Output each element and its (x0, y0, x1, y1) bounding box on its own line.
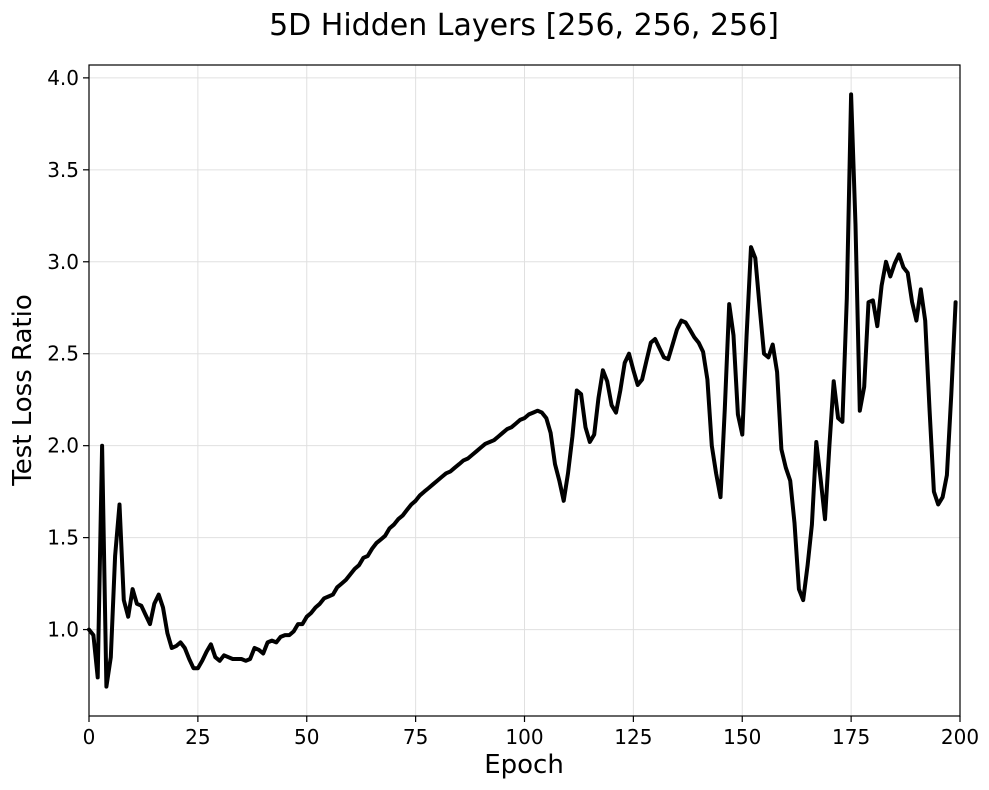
y-tick-label: 3.5 (47, 158, 79, 182)
x-tick-label: 0 (83, 725, 96, 749)
series-layer (87, 92, 958, 689)
y-tick-label: 2.0 (47, 434, 79, 458)
x-tick-label: 100 (505, 725, 543, 749)
x-tick-label: 50 (294, 725, 319, 749)
y-tick-label: 4.0 (47, 66, 79, 90)
y-tick-label: 3.0 (47, 250, 79, 274)
x-tick-label: 25 (185, 725, 210, 749)
y-tick-label: 1.0 (47, 618, 79, 642)
x-tick-label: 175 (832, 725, 870, 749)
x-tick-label: 150 (723, 725, 761, 749)
x-tick-label: 200 (941, 725, 979, 749)
chart-title: 5D Hidden Layers [256, 256, 256] (269, 8, 779, 43)
x-tick-label: 125 (614, 725, 652, 749)
grid-lines (88, 65, 961, 716)
axis-ticks: 0 25 50 75 100 125 150 175 200 1.0 1.5 2.0 2.5 3.0 3.5… (47, 66, 979, 749)
y-tick-label: 2.5 (47, 342, 79, 366)
y-axis-label: Test Loss Ratio (8, 294, 38, 487)
x-axis-label: Epoch (484, 750, 564, 780)
y-tick-label: 1.5 (47, 526, 79, 550)
x-tick-label: 75 (403, 725, 428, 749)
series-line (87, 92, 958, 689)
